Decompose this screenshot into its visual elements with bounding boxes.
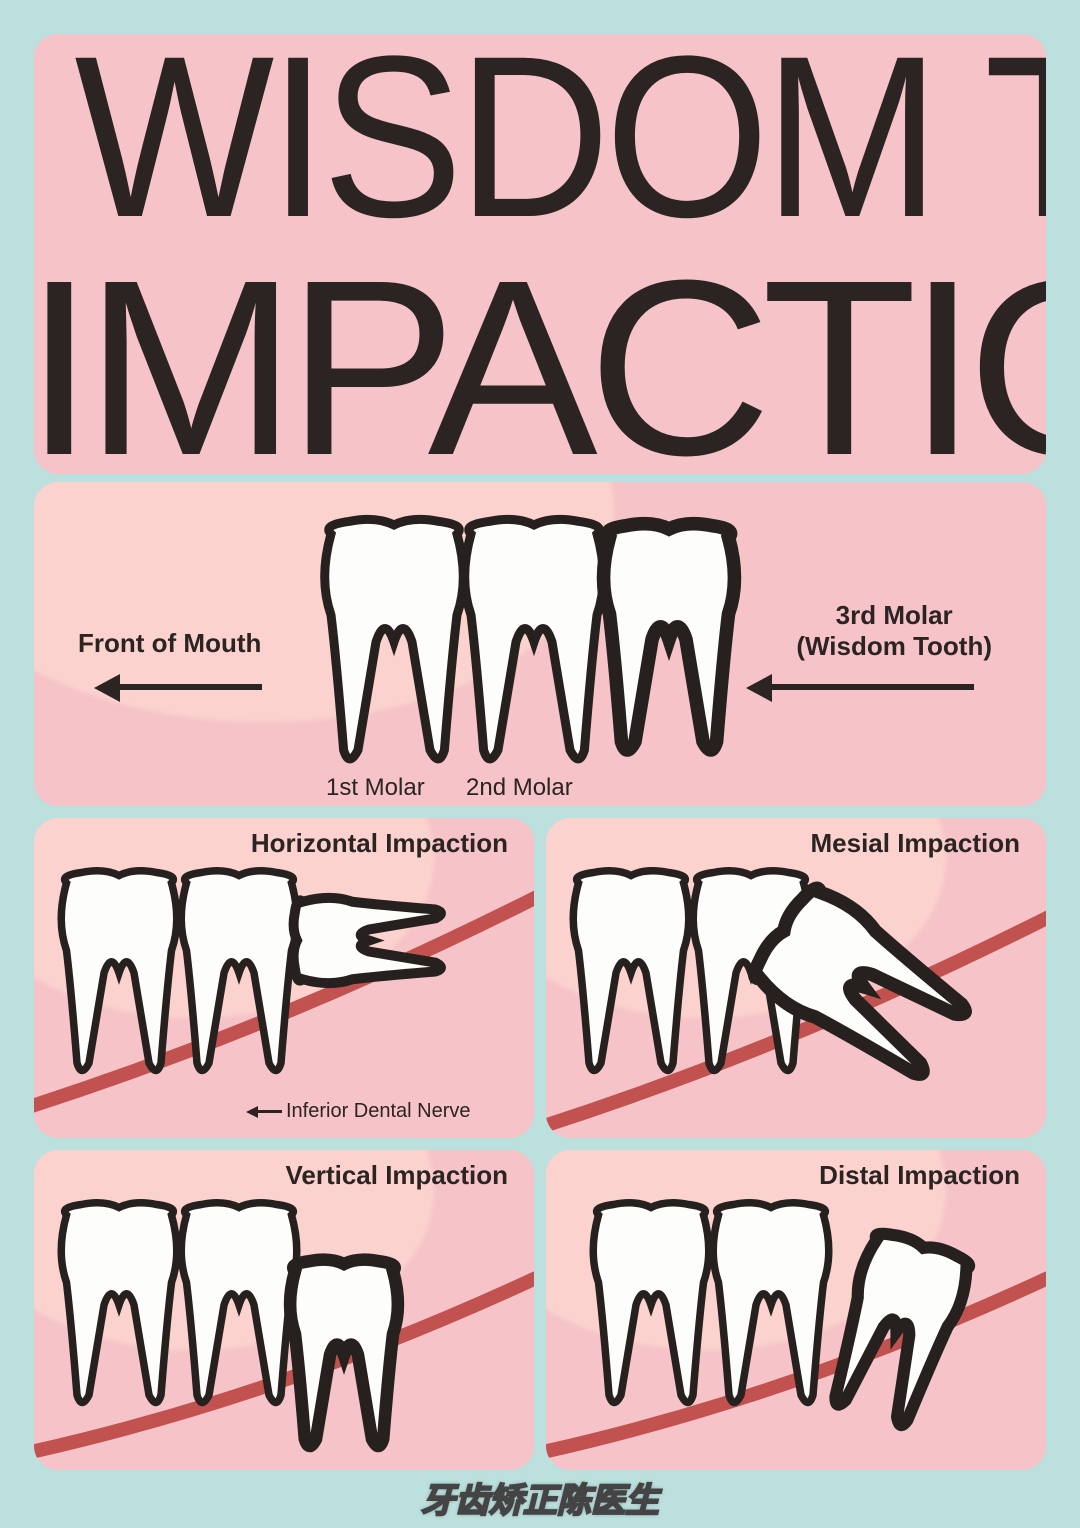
vertical-panel: Vertical Impaction (34, 1150, 534, 1470)
wisdom-vertical-icon (274, 1245, 414, 1465)
front-of-mouth-label: Front of Mouth (78, 628, 261, 659)
distal-panel: Distal Impaction (546, 1150, 1046, 1470)
third-molar-label-2: (Wisdom Tooth) (796, 631, 992, 661)
title-line-2: IMPACTION (34, 224, 1046, 474)
wisdom-horizontal-icon (292, 831, 447, 1051)
title-panel: WISDOM TOOTH IMPACTION (34, 34, 1046, 474)
first-molar-label: 1st Molar (326, 774, 425, 802)
watermark-text: 牙齿矫正陈医生 (0, 1473, 1080, 1522)
nerve-arrow-icon (252, 1110, 282, 1113)
mesial-panel: Mesial Impaction (546, 818, 1046, 1138)
nerve-label: Inferior Dental Nerve (286, 1100, 471, 1123)
second-molar-label: 2nd Molar (466, 774, 573, 802)
overview-panel: Front of Mouth 3rd Molar (Wisdom Tooth) … (34, 482, 1046, 806)
wisdom-arrow-icon (754, 684, 974, 690)
wisdom-molar-icon (584, 512, 754, 767)
horizontal-panel: Horizontal Impaction Inferior Dental Ner… (34, 818, 534, 1138)
front-arrow-icon (102, 684, 262, 690)
third-molar-label-1: 3rd Molar (836, 600, 953, 630)
